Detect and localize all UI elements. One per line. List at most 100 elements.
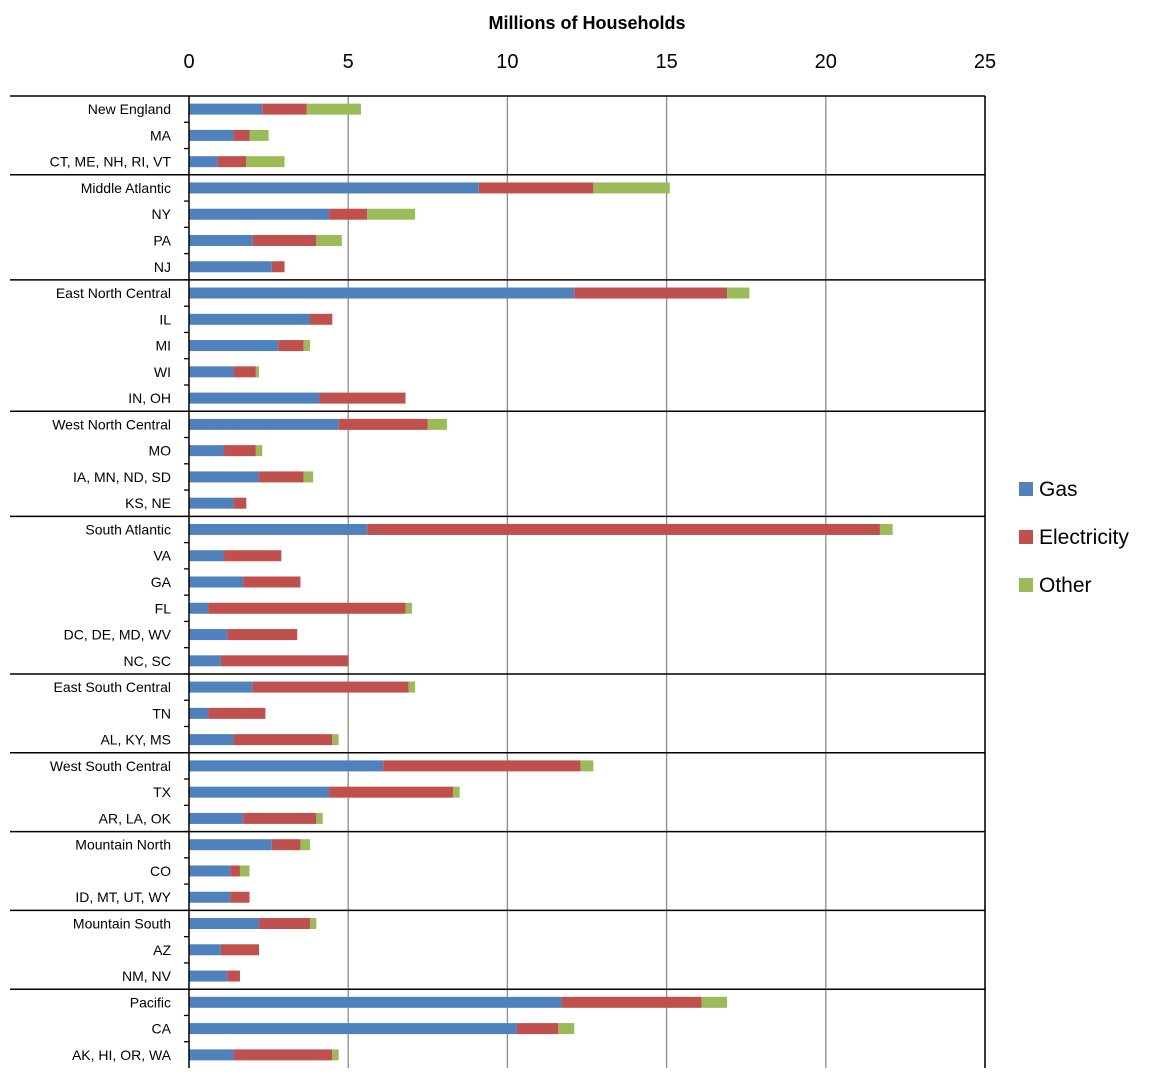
bar-electricity-wi: [233, 366, 256, 378]
plot-frame: [10, 95, 986, 1068]
bar-other-tx: [453, 786, 460, 798]
bar-electricity-mo: [224, 445, 256, 457]
legend-label-gas: Gas: [1039, 478, 1078, 501]
bar-other-co: [239, 865, 250, 877]
legend: Gas Electricity Other: [1019, 478, 1129, 597]
bar-gas-ks-ne: [189, 497, 234, 509]
bar-gas-east-north-central: [189, 287, 575, 299]
bar-gas-co: [189, 865, 231, 877]
bar-electricity-east-north-central: [574, 287, 728, 299]
category-label-east-south-central: East South Central: [53, 679, 171, 695]
grid-lines: [347, 96, 986, 1068]
category-label-ct-me-nh-ri-vt: CT, ME, NH, RI, VT: [50, 154, 172, 170]
bar-electricity-south-atlantic: [367, 523, 880, 535]
legend-swatch-electricity: [1019, 530, 1033, 544]
bar-gas-west-south-central: [189, 760, 384, 772]
bar-gas-east-south-central: [189, 681, 253, 693]
bar-electricity-ia-mn-nd-sd: [259, 471, 304, 483]
category-label-mo: MO: [148, 443, 171, 459]
bar-electricity-ca: [516, 1023, 559, 1035]
x-tick-label-20: 20: [815, 51, 837, 73]
category-label-id-mt-ut-wy: ID, MT, UT, WY: [75, 889, 171, 905]
bar-other-ny: [367, 208, 416, 220]
category-label-ks-ne: KS, NE: [125, 495, 171, 511]
bar-electricity-il: [309, 313, 333, 325]
bar-other-west-north-central: [427, 418, 447, 430]
bar-other-wi: [255, 366, 260, 378]
bar-other-ia-mn-nd-sd: [303, 471, 314, 483]
category-label-west-north-central: West North Central: [52, 416, 171, 432]
bar-gas-ct-me-nh-ri-vt: [189, 156, 218, 168]
bar-electricity-pa: [252, 234, 317, 246]
bar-gas-ar-la-ok: [189, 812, 244, 824]
bar-other-ma: [249, 129, 269, 141]
bar-other-ca: [558, 1023, 575, 1035]
bar-gas-tx: [189, 786, 330, 798]
category-label-ak-hi-or-wa: AK, HI, OR, WA: [72, 1047, 172, 1063]
bar-electricity-ct-me-nh-ri-vt: [217, 156, 247, 168]
category-label-nm-nv: NM, NV: [122, 968, 172, 984]
bar-other-middle-atlantic: [593, 182, 670, 194]
category-label-va: VA: [153, 548, 171, 564]
legend-swatch-other: [1019, 578, 1033, 592]
bar-gas-mo: [189, 445, 225, 457]
bar-electricity-tn: [208, 707, 266, 719]
bar-gas-fl: [189, 602, 209, 614]
bar-other-east-north-central: [727, 287, 750, 299]
category-label-ar-la-ok: AR, LA, OK: [99, 810, 172, 826]
bar-gas-pacific: [189, 996, 562, 1008]
axes: 0 5 10 15 20 25 New England MA CT, ME, NH, RI, V…: [50, 51, 996, 1063]
x-tick-label-5: 5: [343, 51, 354, 73]
bar-electricity-va: [224, 550, 282, 562]
category-label-ma: MA: [150, 127, 172, 143]
bar-other-ct-me-nh-ri-vt: [246, 156, 285, 168]
bar-other-pacific: [701, 996, 728, 1008]
bar-other-mo: [255, 445, 263, 457]
category-label-az: AZ: [153, 942, 171, 958]
bar-gas-ga: [189, 576, 244, 588]
bar-electricity-co: [230, 865, 240, 877]
x-tick-label-0: 0: [183, 51, 194, 73]
bar-gas-tn: [189, 707, 209, 719]
bar-other-fl: [405, 602, 412, 614]
category-label-new-england: New England: [88, 101, 171, 117]
category-label-dc-de-md-wv: DC, DE, MD, WV: [64, 627, 172, 643]
x-tick-label-25: 25: [974, 51, 996, 73]
category-label-tn: TN: [152, 705, 171, 721]
bar-gas-new-england: [189, 103, 263, 115]
category-label-pacific: Pacific: [130, 994, 171, 1010]
bar-electricity-middle-atlantic: [478, 182, 594, 194]
bar-electricity-nj: [271, 261, 285, 273]
bar-gas-pa: [189, 234, 253, 246]
bar-electricity-new-england: [262, 103, 307, 115]
bar-electricity-tx: [329, 786, 454, 798]
bar-gas-dc-de-md-wv: [189, 629, 228, 641]
bar-electricity-nc-sc: [220, 655, 349, 667]
bar-gas-al-ky-ms: [189, 734, 234, 746]
bar-other-ar-la-ok: [316, 812, 323, 824]
bar-electricity-ks-ne: [233, 497, 247, 509]
bar-other-pa: [316, 234, 342, 246]
bar-other-mi: [303, 340, 310, 352]
bar-gas-ca: [189, 1023, 517, 1035]
category-label-south-atlantic: South Atlantic: [85, 521, 171, 537]
bar-other-east-south-central: [408, 681, 416, 693]
bar-electricity-al-ky-ms: [233, 734, 333, 746]
bar-gas-ny: [189, 208, 330, 220]
legend-swatch-gas: [1019, 482, 1033, 496]
bar-gas-ma: [189, 129, 234, 141]
category-label-in-oh: IN, OH: [128, 390, 171, 406]
category-label-il: IL: [159, 311, 171, 327]
bar-gas-az: [189, 944, 221, 956]
category-label-middle-atlantic: Middle Atlantic: [81, 180, 171, 196]
bar-gas-mountain-south: [189, 918, 260, 930]
bar-electricity-west-north-central: [338, 418, 428, 430]
bar-gas-mountain-north: [189, 839, 272, 851]
category-label-fl: FL: [155, 600, 172, 616]
bar-other-mountain-south: [309, 918, 317, 930]
bar-gas-nc-sc: [189, 655, 221, 667]
category-label-ga: GA: [151, 574, 172, 590]
chart-title: Millions of Households: [489, 13, 686, 33]
bar-electricity-id-mt-ut-wy: [230, 891, 250, 903]
